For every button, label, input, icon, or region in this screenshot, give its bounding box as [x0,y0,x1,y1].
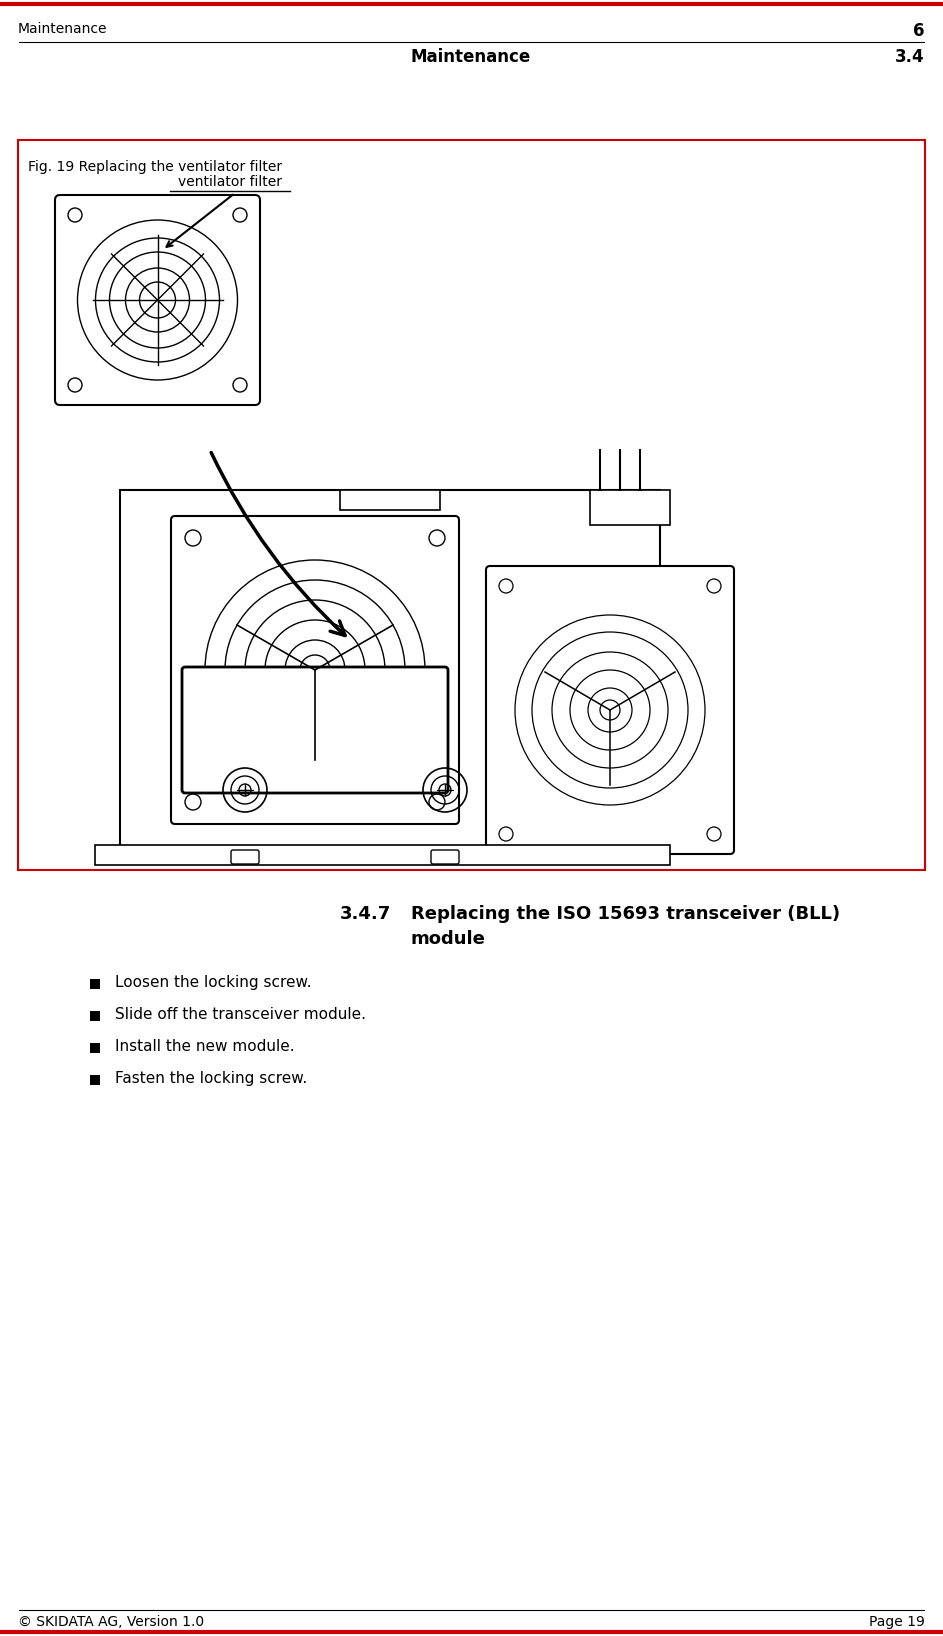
Text: module: module [411,929,486,947]
FancyBboxPatch shape [55,195,260,406]
Text: Loosen the locking screw.: Loosen the locking screw. [115,975,311,990]
FancyBboxPatch shape [231,851,259,864]
Bar [95,846,670,865]
Bar [590,491,670,525]
Text: Fasten the locking screw.: Fasten the locking screw. [115,1072,307,1086]
Text: Page 19: Page 19 [869,1615,925,1629]
Text: Maintenance: Maintenance [18,21,108,36]
FancyBboxPatch shape [431,851,459,864]
Text: Fig. 19 Replacing the ventilator filter: Fig. 19 Replacing the ventilator filter [28,160,282,173]
Bar [18,141,925,870]
Text: Replacing the ISO 15693 transceiver (BLL): Replacing the ISO 15693 transceiver (BLL… [411,905,840,923]
Bar [340,491,440,510]
Text: Slide off the transceiver module.: Slide off the transceiver module. [115,1008,366,1022]
Text: ventilator filter: ventilator filter [178,175,282,190]
Text: Maintenance: Maintenance [411,47,531,65]
Bar [90,978,100,990]
Bar [90,1011,100,1021]
Bar [90,1044,100,1054]
Text: 3.4.7: 3.4.7 [339,905,391,923]
FancyBboxPatch shape [486,566,734,854]
Bar [120,491,660,861]
Bar [90,1075,100,1085]
FancyBboxPatch shape [182,667,448,793]
Text: 6: 6 [914,21,925,39]
Text: © SKIDATA AG, Version 1.0: © SKIDATA AG, Version 1.0 [18,1615,204,1629]
Text: 3.4: 3.4 [895,47,925,65]
Text: Install the new module.: Install the new module. [115,1039,294,1054]
FancyBboxPatch shape [171,515,459,825]
